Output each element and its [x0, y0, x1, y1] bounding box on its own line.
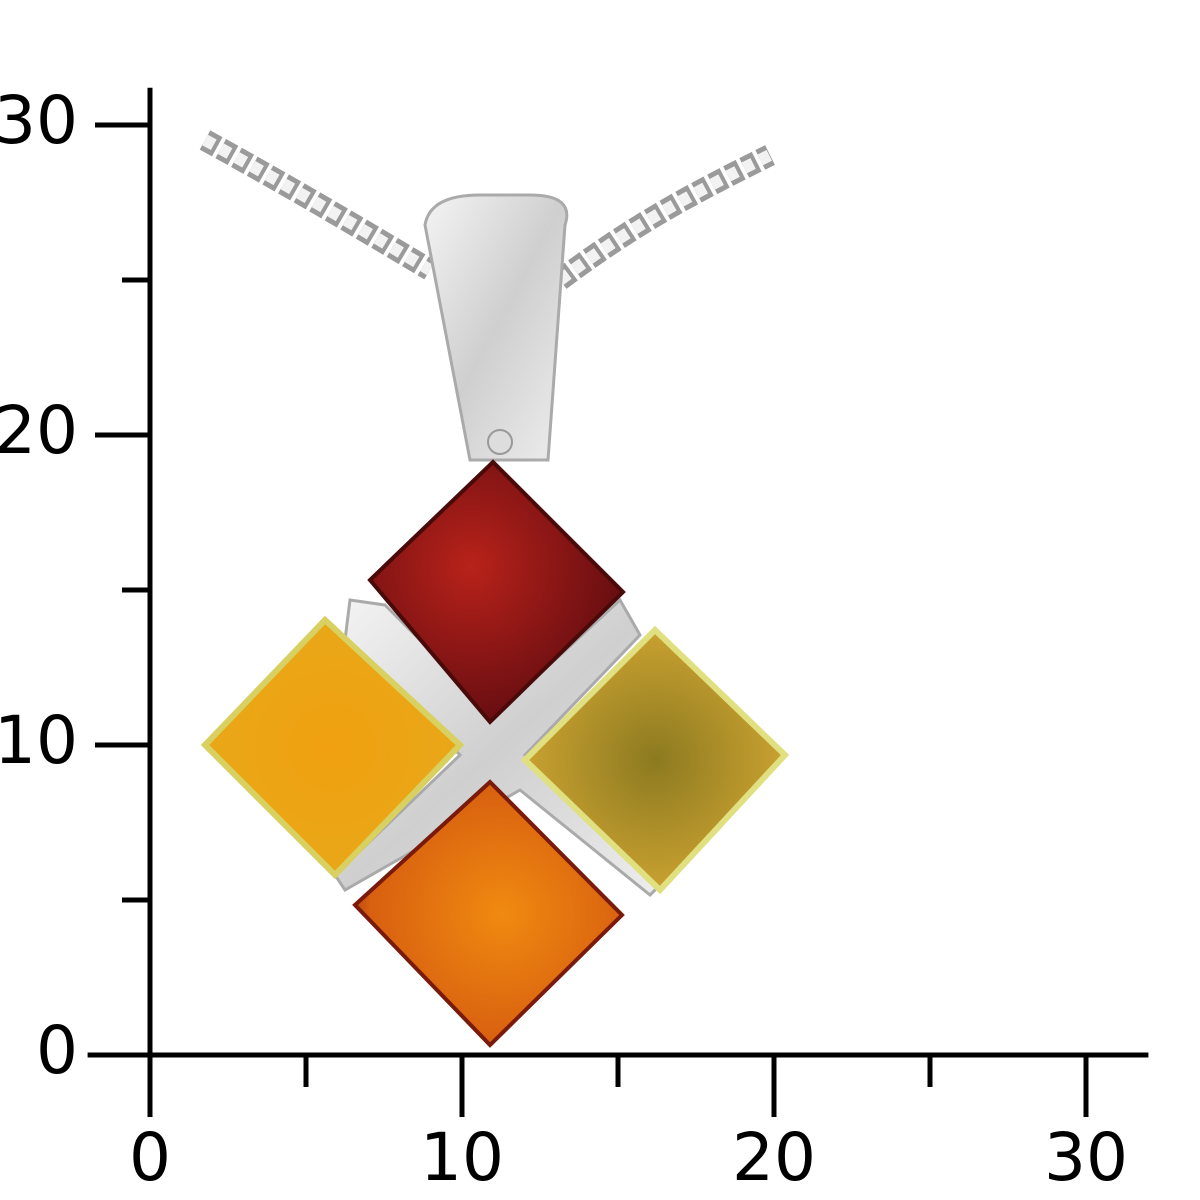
x-tick-label: 20 [732, 1119, 816, 1196]
x-tick-label: 10 [420, 1119, 504, 1196]
amber-cognac [352, 779, 625, 1048]
y-tick-label: 30 [0, 82, 78, 159]
x-tick-label: 30 [1044, 1119, 1128, 1196]
x-tick-label: 0 [129, 1119, 171, 1196]
amber-cherry [367, 459, 626, 725]
bail-rivet [487, 429, 513, 455]
y-tick-label: 20 [0, 392, 78, 469]
pendant-photo [199, 130, 790, 1048]
y-tick-label: 0 [36, 1012, 78, 1089]
measurement-axes: 0 10 20 30 0 10 20 30 [0, 82, 1149, 1196]
amber-green [520, 625, 790, 895]
y-tick-label: 10 [0, 702, 78, 779]
chain-left-link [202, 134, 434, 276]
amber-lemon [200, 615, 465, 880]
bail [423, 193, 569, 462]
chain-right-link [556, 149, 773, 285]
